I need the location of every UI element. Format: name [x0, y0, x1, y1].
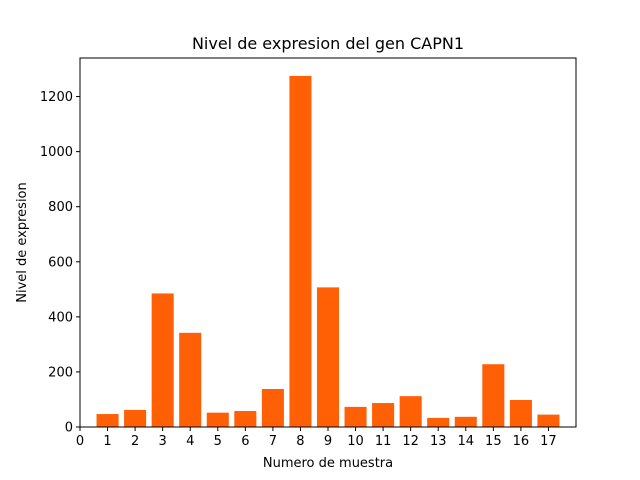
x-tick-label-13: 13 — [430, 434, 447, 449]
bar-sample-1 — [96, 414, 119, 427]
x-tick-label-17: 17 — [540, 434, 557, 449]
bar-sample-4 — [179, 332, 202, 427]
x-tick-label-4: 4 — [186, 434, 194, 449]
x-tick-label-3: 3 — [159, 434, 167, 449]
y-axis: 0 200 400 600 800 1000 1200 — [40, 90, 80, 436]
x-tick-label-5: 5 — [214, 434, 222, 449]
y-tick-label-200: 200 — [48, 365, 73, 380]
x-tick-label-14: 14 — [458, 434, 475, 449]
bar-sample-12 — [399, 396, 422, 427]
x-tick-label-8: 8 — [296, 434, 304, 449]
bar-sample-3 — [151, 293, 174, 427]
bar-sample-13 — [427, 417, 450, 427]
bar-sample-9 — [316, 287, 340, 427]
plot-frame — [79, 57, 577, 428]
y-tick-label-1200: 1200 — [40, 90, 73, 105]
x-tick-label-10: 10 — [347, 434, 364, 449]
bar-sample-2 — [124, 409, 147, 427]
x-tick-label-16: 16 — [513, 434, 530, 449]
x-tick-label-12: 12 — [402, 434, 419, 449]
bar-sample-6 — [234, 411, 257, 427]
bar-sample-14 — [454, 416, 477, 427]
y-axis-label: Nivel de expresion — [15, 182, 30, 303]
bar-sample-7 — [261, 388, 284, 427]
x-tick-label-6: 6 — [241, 434, 249, 449]
bar-sample-8 — [289, 75, 312, 427]
y-tick-label-800: 800 — [48, 200, 73, 215]
x-tick-label-7: 7 — [269, 434, 277, 449]
x-tick-label-0: 0 — [76, 434, 84, 449]
x-tick-label-11: 11 — [375, 434, 392, 449]
x-tick-label-1: 1 — [103, 434, 111, 449]
x-axis-label: Numero de muestra — [263, 456, 393, 471]
bar-sample-16 — [509, 400, 532, 427]
bar-sample-15 — [482, 364, 505, 427]
bars — [96, 75, 560, 427]
bar-sample-5 — [206, 412, 229, 427]
bar-sample-17 — [537, 414, 560, 427]
y-tick-label-0: 0 — [65, 421, 73, 436]
y-tick-label-1000: 1000 — [40, 145, 73, 160]
chart-title: Nivel de expresion del gen CAPN1 — [192, 34, 464, 53]
bar-sample-10 — [344, 406, 367, 427]
x-tick-label-2: 2 — [131, 434, 139, 449]
x-axis: 0 1 2 3 4 5 6 7 8 9 10 11 12 13 14 15 16 17 — [76, 427, 557, 449]
bar-sample-11 — [372, 403, 395, 427]
x-tick-label-9: 9 — [324, 434, 332, 449]
y-tick-label-600: 600 — [48, 255, 73, 270]
y-tick-label-400: 400 — [48, 310, 73, 325]
x-tick-label-15: 15 — [485, 434, 502, 449]
